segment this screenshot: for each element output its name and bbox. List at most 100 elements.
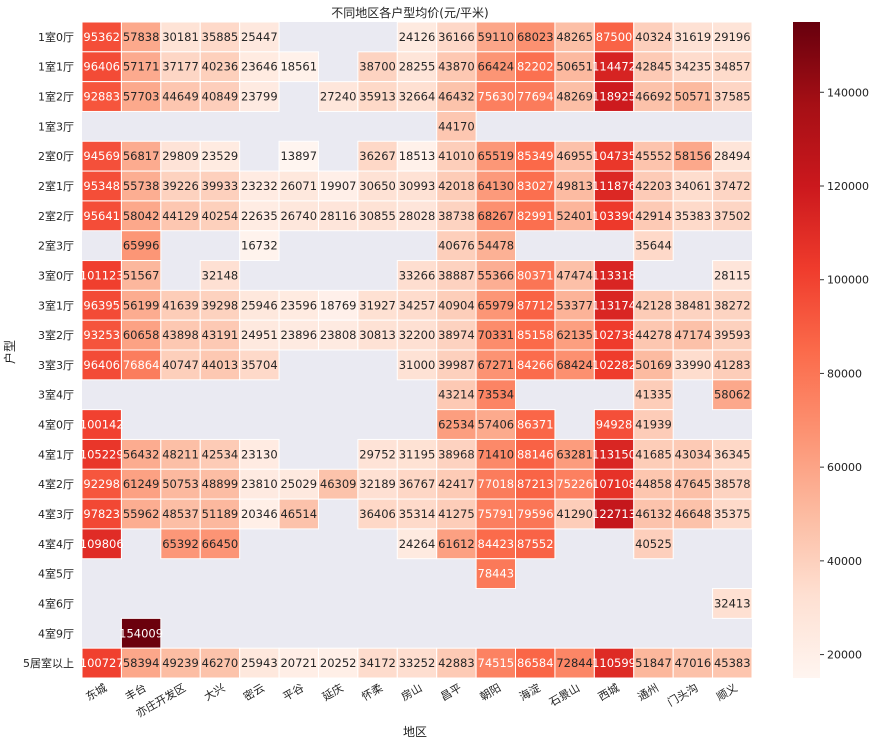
cell-value-label: 38974 [438, 328, 475, 342]
heatmap-cell [712, 588, 753, 619]
cell-value-label: 41335 [635, 388, 672, 402]
x-tick-label: 怀柔 [360, 681, 386, 703]
heatmap-cell [515, 349, 556, 381]
heatmap-cell [160, 498, 201, 530]
cell-value-label: 51567 [123, 268, 160, 282]
cell-value-label: 34172 [359, 656, 396, 670]
heatmap-cell [475, 379, 517, 411]
y-axis-label: 户型 [2, 340, 17, 364]
heatmap-cell [81, 200, 122, 232]
cell-value-label: 96395 [83, 298, 120, 312]
cell-value-label: 82991 [517, 209, 554, 223]
cell-value-label: 41290 [556, 507, 593, 521]
cell-value-label: 84266 [517, 358, 554, 372]
x-tick-label: 石景山 [547, 681, 582, 709]
cell-value-label: 102282 [592, 358, 636, 372]
cell-value-label: 28115 [714, 268, 751, 282]
cell-value-label: 38887 [438, 268, 475, 282]
heatmap-cell [278, 319, 319, 351]
heatmap-cell [81, 468, 122, 500]
heatmap-cell [81, 51, 122, 83]
cell-value-label: 55366 [478, 268, 515, 282]
heatmap-cell [475, 558, 517, 590]
heatmap-cell [278, 140, 319, 172]
cell-value-label: 113150 [592, 447, 636, 461]
cell-value-label: 23529 [202, 149, 239, 163]
y-tick-label: 4室1厅 [38, 447, 74, 461]
cell-value-label: 71410 [478, 447, 515, 461]
cell-value-label: 97823 [83, 507, 120, 521]
heatmap-cell [672, 349, 714, 381]
cell-value-label: 85158 [517, 328, 554, 342]
cell-value-label: 92298 [83, 477, 120, 491]
cell-value-label: 93253 [83, 328, 120, 342]
heatmap-cell [515, 498, 556, 530]
cell-value-label: 62135 [556, 328, 593, 342]
cell-value-label: 66450 [202, 537, 239, 551]
y-tick-label: 4室3厅 [38, 507, 74, 521]
cell-value-label: 88146 [517, 447, 554, 461]
x-tick-label: 东城 [84, 681, 110, 703]
cell-value-label: 55738 [123, 179, 160, 193]
cell-value-label: 43191 [202, 328, 239, 342]
cell-value-label: 26071 [280, 179, 317, 193]
x-axis-label: 地区 [403, 725, 427, 739]
y-tick-label: 1室3厅 [38, 119, 74, 133]
x-tick-label: 通州 [635, 681, 661, 703]
cell-value-label: 48269 [556, 90, 593, 104]
cell-value-label: 32664 [399, 90, 436, 104]
heatmap-cell [593, 289, 635, 321]
cell-value-label: 29196 [714, 30, 751, 44]
cell-value-label: 40324 [635, 30, 672, 44]
cell-value-label: 47474 [556, 268, 593, 282]
cell-value-label: 50651 [556, 60, 593, 74]
y-tick-label: 3室4厅 [38, 388, 74, 402]
heatmap-cell [239, 230, 280, 262]
cell-value-label: 63281 [556, 447, 593, 461]
cell-value-label: 39298 [202, 298, 239, 312]
heatmap-cell [475, 409, 517, 440]
cell-value-label: 53377 [556, 298, 593, 312]
heatmap-cell [160, 51, 201, 83]
cell-value-label: 101123 [80, 268, 124, 282]
heatmap-cell [593, 170, 635, 202]
cell-value-label: 36406 [359, 507, 396, 521]
cell-value-label: 110599 [592, 656, 636, 670]
cell-value-label: 41685 [635, 447, 672, 461]
cell-value-label: 55962 [123, 507, 160, 521]
cell-value-label: 46648 [675, 507, 712, 521]
cell-value-label: 29809 [162, 149, 199, 163]
cell-value-label: 38968 [438, 447, 475, 461]
heatmap-cell [239, 349, 280, 381]
cell-value-label: 79596 [517, 507, 554, 521]
heatmap-cell [515, 51, 556, 83]
heatmap-cell [199, 140, 241, 172]
cell-value-label: 56817 [123, 149, 160, 163]
heatmap-cell [396, 319, 438, 351]
heatmap-cell [554, 260, 595, 291]
heatmap-cell [120, 51, 162, 83]
heatmap-cell [160, 289, 201, 321]
cell-value-label: 18561 [280, 60, 317, 74]
cell-value-label: 39593 [714, 328, 751, 342]
heatmap-cell [436, 140, 477, 172]
heatmap-cell [317, 319, 359, 351]
cell-value-label: 23808 [320, 328, 357, 342]
heatmap-cell [436, 379, 477, 411]
cell-value-label: 95348 [83, 179, 120, 193]
cell-value-label: 51847 [635, 656, 672, 670]
cell-value-label: 41639 [162, 298, 199, 312]
heatmap-cell [475, 260, 517, 291]
heatmap-cell [593, 140, 635, 172]
cell-value-label: 48537 [162, 507, 199, 521]
heatmap-cell [672, 21, 714, 53]
cell-value-label: 59110 [478, 30, 515, 44]
colorbar: 20000 40000 60000 80000 100000 120000 140000 [793, 22, 869, 678]
heatmap-cell [436, 110, 477, 142]
x-tick-label: 丰台 [123, 680, 149, 703]
heatmap-cell [712, 498, 753, 530]
x-tick-label: 海淀 [517, 680, 543, 703]
heatmap-cell [81, 647, 122, 679]
cell-value-label: 25943 [241, 656, 278, 670]
